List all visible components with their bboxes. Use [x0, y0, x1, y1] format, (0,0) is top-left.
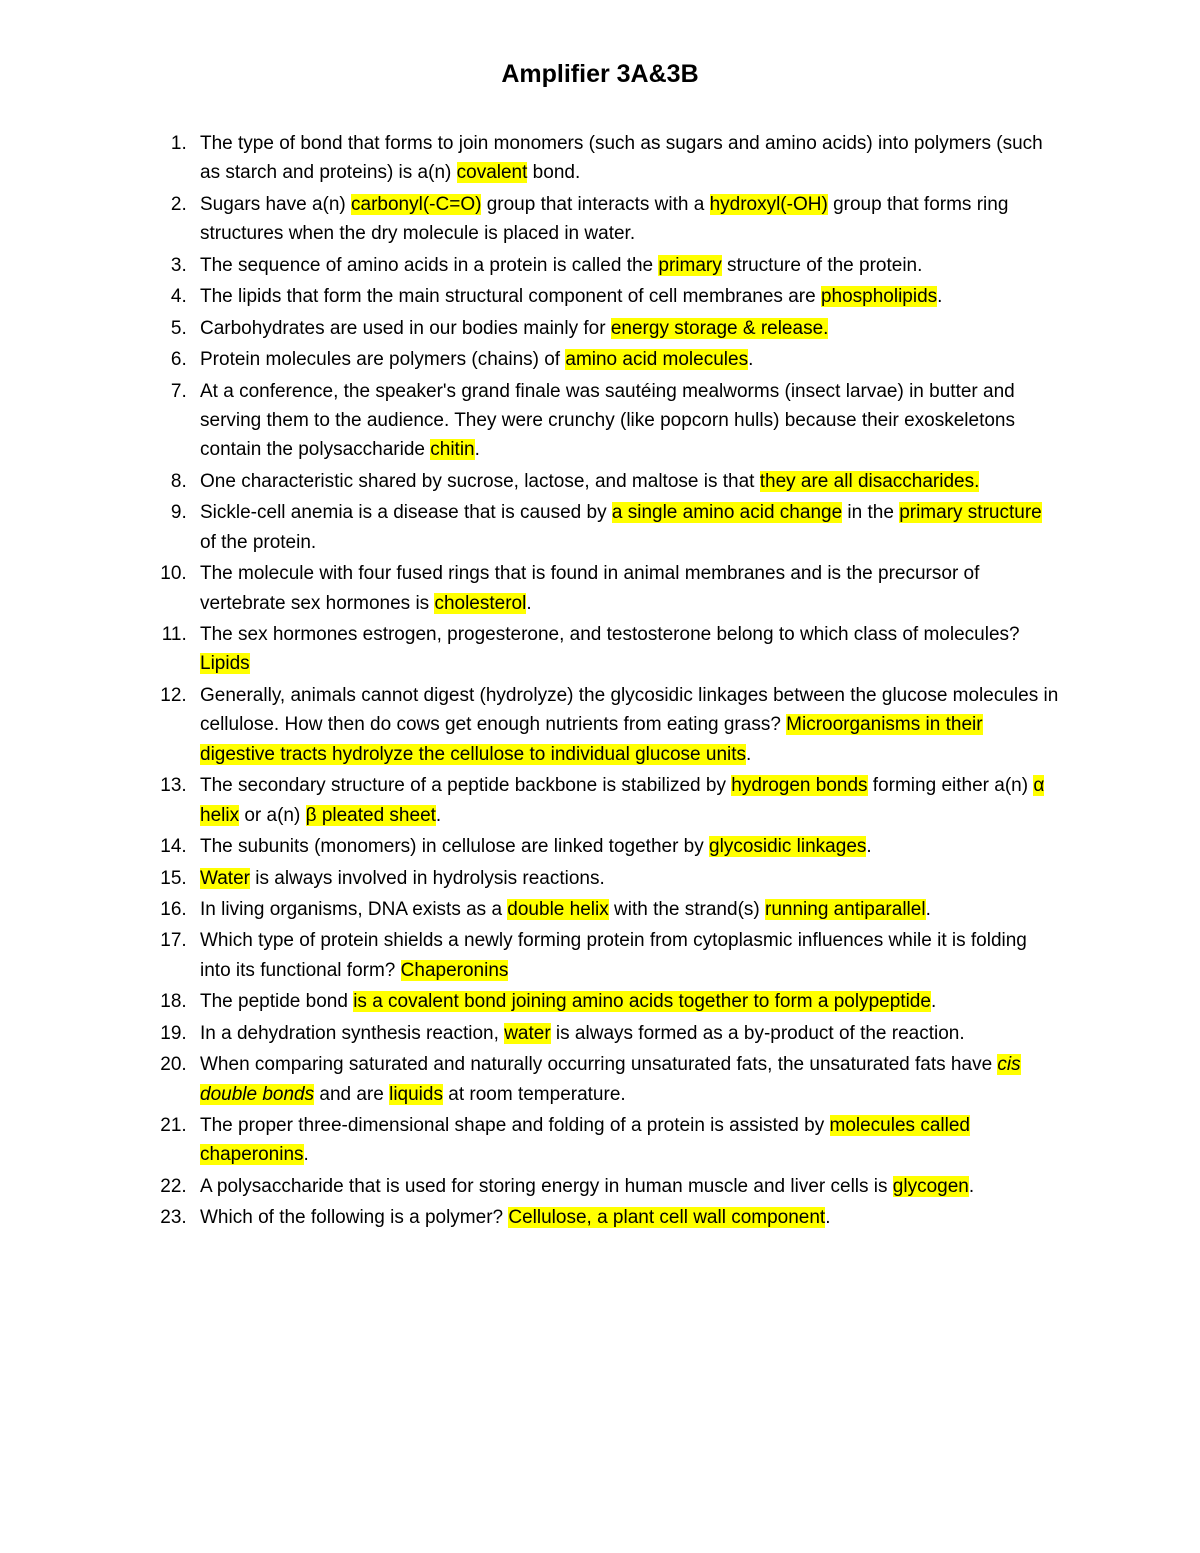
plain-text: . [748, 349, 753, 370]
highlighted-text: phospholipids [821, 286, 937, 307]
highlighted-text: running antiparallel [765, 899, 926, 920]
highlighted-text: is a covalent bond joining amino acids t… [353, 991, 931, 1012]
plain-text: The sequence of amino acids in a protein… [200, 255, 658, 276]
question-item: In a dehydration synthesis reaction, wat… [192, 1019, 1060, 1048]
plain-text: A polysaccharide that is used for storin… [200, 1176, 893, 1197]
highlighted-text: amino acid molecules [565, 349, 748, 370]
question-item: The secondary structure of a peptide bac… [192, 771, 1060, 830]
question-item: One characteristic shared by sucrose, la… [192, 467, 1060, 496]
plain-text: The lipids that form the main structural… [200, 286, 821, 307]
highlighted-text: glycosidic linkages [709, 836, 866, 857]
plain-text: The secondary structure of a peptide bac… [200, 775, 731, 796]
plain-text: The peptide bond [200, 991, 353, 1012]
highlighted-text: a single amino acid change [612, 502, 842, 523]
highlighted-text: liquids [389, 1084, 443, 1105]
plain-text: of the protein. [200, 532, 316, 553]
plain-text: group that interacts with a [481, 194, 709, 215]
question-item: A polysaccharide that is used for storin… [192, 1172, 1060, 1201]
question-item: The lipids that form the main structural… [192, 282, 1060, 311]
question-item: Sugars have a(n) carbonyl(-C=O) group th… [192, 190, 1060, 249]
question-item: Which of the following is a polymer? Cel… [192, 1203, 1060, 1232]
plain-text: At a conference, the speaker's grand fin… [200, 381, 1015, 461]
highlighted-text: carbonyl(-C=O) [351, 194, 481, 215]
question-item: In living organisms, DNA exists as a dou… [192, 895, 1060, 924]
question-item: The sex hormones estrogen, progesterone,… [192, 620, 1060, 679]
question-item: At a conference, the speaker's grand fin… [192, 377, 1060, 465]
plain-text: . [866, 836, 871, 857]
plain-text: In a dehydration synthesis reaction, [200, 1023, 504, 1044]
highlighted-text: double helix [507, 899, 608, 920]
highlighted-text: Chaperonins [401, 960, 509, 981]
page-title: Amplifier 3A&3B [140, 60, 1060, 89]
highlighted-text: primary structure [899, 502, 1042, 523]
question-item: Generally, animals cannot digest (hydrol… [192, 681, 1060, 769]
plain-text: . [937, 286, 942, 307]
plain-text: at room temperature. [443, 1084, 626, 1105]
plain-text: . [526, 593, 531, 614]
highlighted-text: cholesterol [434, 593, 526, 614]
plain-text: One characteristic shared by sucrose, la… [200, 471, 760, 492]
plain-text: . [746, 744, 751, 765]
question-item: Water is always involved in hydrolysis r… [192, 864, 1060, 893]
question-list: The type of bond that forms to join mono… [140, 129, 1060, 1233]
plain-text: is always formed as a by-product of the … [551, 1023, 965, 1044]
plain-text: forming either a(n) [868, 775, 1034, 796]
plain-text: is always involved in hydrolysis reactio… [250, 868, 605, 889]
plain-text: . [436, 805, 441, 826]
plain-text: The sex hormones estrogen, progesterone,… [200, 624, 1020, 645]
question-item: Which type of protein shields a newly fo… [192, 926, 1060, 985]
highlighted-text: they are all disaccharides. [760, 471, 980, 492]
highlighted-text: chitin [430, 439, 474, 460]
plain-text: Protein molecules are polymers (chains) … [200, 349, 565, 370]
plain-text: . [825, 1207, 830, 1228]
plain-text: or a(n) [239, 805, 306, 826]
question-item: The type of bond that forms to join mono… [192, 129, 1060, 188]
highlighted-text: Cellulose, a plant cell wall component [508, 1207, 825, 1228]
question-item: The peptide bond is a covalent bond join… [192, 987, 1060, 1016]
plain-text: . [931, 991, 936, 1012]
plain-text: structure of the protein. [722, 255, 923, 276]
highlighted-text: Lipids [200, 653, 250, 674]
question-item: When comparing saturated and naturally o… [192, 1050, 1060, 1109]
highlighted-text: primary [658, 255, 721, 276]
plain-text: Sickle-cell anemia is a disease that is … [200, 502, 612, 523]
question-item: Carbohydrates are used in our bodies mai… [192, 314, 1060, 343]
question-item: The subunits (monomers) in cellulose are… [192, 832, 1060, 861]
highlighted-text: hydroxyl(-OH) [710, 194, 828, 215]
plain-text: . [969, 1176, 974, 1197]
plain-text: Sugars have a(n) [200, 194, 351, 215]
highlighted-text: β pleated sheet [306, 805, 436, 826]
plain-text: The proper three-dimensional shape and f… [200, 1115, 830, 1136]
plain-text: In living organisms, DNA exists as a [200, 899, 507, 920]
plain-text: Carbohydrates are used in our bodies mai… [200, 318, 611, 339]
highlighted-text: covalent [457, 162, 528, 183]
plain-text: . [475, 439, 480, 460]
highlighted-text: Water [200, 868, 250, 889]
question-item: Protein molecules are polymers (chains) … [192, 345, 1060, 374]
plain-text: The type of bond that forms to join mono… [200, 133, 1043, 183]
plain-text: Which of the following is a polymer? [200, 1207, 508, 1228]
highlighted-text: glycogen [893, 1176, 969, 1197]
plain-text: with the strand(s) [609, 899, 765, 920]
plain-text: The molecule with four fused rings that … [200, 563, 979, 613]
question-item: The proper three-dimensional shape and f… [192, 1111, 1060, 1170]
plain-text: and are [314, 1084, 389, 1105]
question-item: The molecule with four fused rings that … [192, 559, 1060, 618]
highlighted-text: hydrogen bonds [731, 775, 867, 796]
plain-text: The subunits (monomers) in cellulose are… [200, 836, 709, 857]
question-item: Sickle-cell anemia is a disease that is … [192, 498, 1060, 557]
plain-text: Which type of protein shields a newly fo… [200, 930, 1027, 980]
highlighted-text: water [504, 1023, 550, 1044]
plain-text: in the [842, 502, 899, 523]
document-page: Amplifier 3A&3B The type of bond that fo… [0, 0, 1200, 1553]
plain-text: When comparing saturated and naturally o… [200, 1054, 997, 1075]
plain-text: bond. [527, 162, 580, 183]
plain-text: . [926, 899, 931, 920]
plain-text: . [304, 1144, 309, 1165]
highlighted-text: energy storage & release. [611, 318, 829, 339]
question-item: The sequence of amino acids in a protein… [192, 251, 1060, 280]
